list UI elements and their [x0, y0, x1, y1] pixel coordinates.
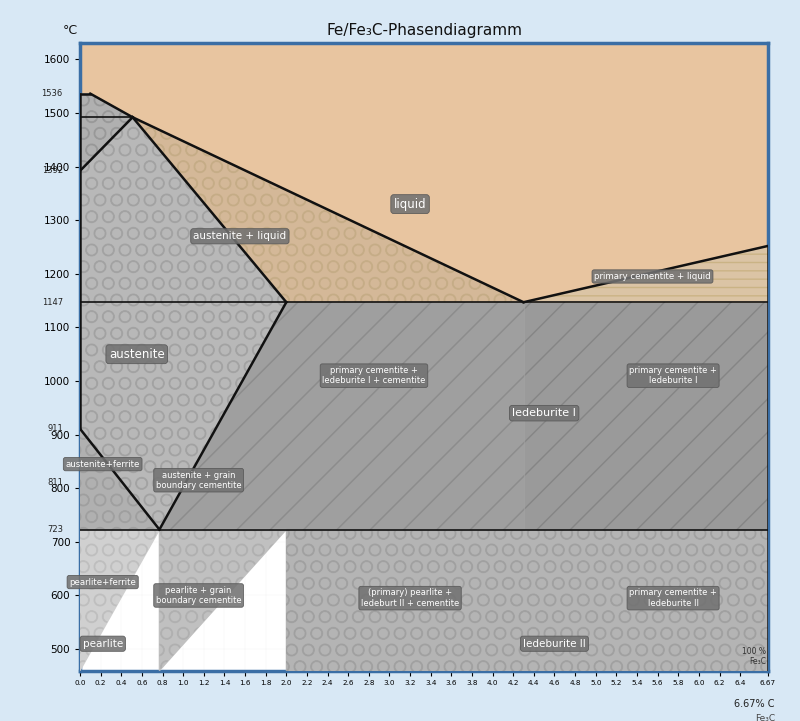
Text: pearlite+ferrite: pearlite+ferrite: [70, 578, 136, 587]
Text: ledeburite I: ledeburite I: [512, 408, 576, 418]
Text: austenite+ferrite: austenite+ferrite: [66, 459, 140, 469]
Text: 723: 723: [46, 525, 62, 534]
Text: 1147: 1147: [42, 298, 62, 306]
Text: 6.67% C: 6.67% C: [734, 699, 775, 709]
Polygon shape: [80, 429, 159, 529]
Text: 100 %
Fe₃C: 100 % Fe₃C: [742, 647, 766, 666]
Text: 1536: 1536: [42, 89, 62, 98]
Polygon shape: [80, 118, 286, 529]
Polygon shape: [80, 94, 133, 171]
Text: primary cementite + liquid: primary cementite + liquid: [594, 272, 710, 281]
Polygon shape: [80, 43, 768, 302]
Text: austenite: austenite: [109, 348, 165, 360]
Text: (primary) pearlite +
ledeburt II + cementite: (primary) pearlite + ledeburt II + cemen…: [361, 588, 459, 608]
Title: Fe/Fe₃C-Phasendiagramm: Fe/Fe₃C-Phasendiagramm: [326, 23, 522, 38]
Text: ledeburite II: ledeburite II: [523, 639, 586, 649]
Text: primary cementite +
ledeburite I: primary cementite + ledeburite I: [629, 366, 717, 385]
Text: pearlite: pearlite: [82, 639, 123, 649]
Polygon shape: [159, 302, 768, 529]
Text: 811: 811: [47, 478, 62, 487]
Text: pearlite + grain
boundary cementite: pearlite + grain boundary cementite: [156, 585, 242, 605]
Text: primary cementite +
ledeburite II: primary cementite + ledeburite II: [629, 588, 717, 608]
Polygon shape: [523, 246, 768, 302]
Text: primary cementite +
ledeburite I + cementite: primary cementite + ledeburite I + cemen…: [322, 366, 426, 385]
Polygon shape: [133, 118, 523, 302]
Polygon shape: [159, 302, 523, 529]
Text: austenite + grain
boundary cementite: austenite + grain boundary cementite: [156, 471, 242, 490]
Polygon shape: [80, 529, 159, 671]
Text: 1392: 1392: [42, 167, 62, 175]
Polygon shape: [286, 529, 768, 671]
Polygon shape: [159, 529, 286, 671]
Polygon shape: [159, 302, 286, 529]
Text: austenite + liquid: austenite + liquid: [194, 231, 286, 242]
Text: liquid: liquid: [394, 198, 426, 211]
Text: Fe₃C: Fe₃C: [754, 715, 775, 721]
Text: 911: 911: [47, 424, 62, 433]
Text: °C: °C: [62, 24, 78, 37]
